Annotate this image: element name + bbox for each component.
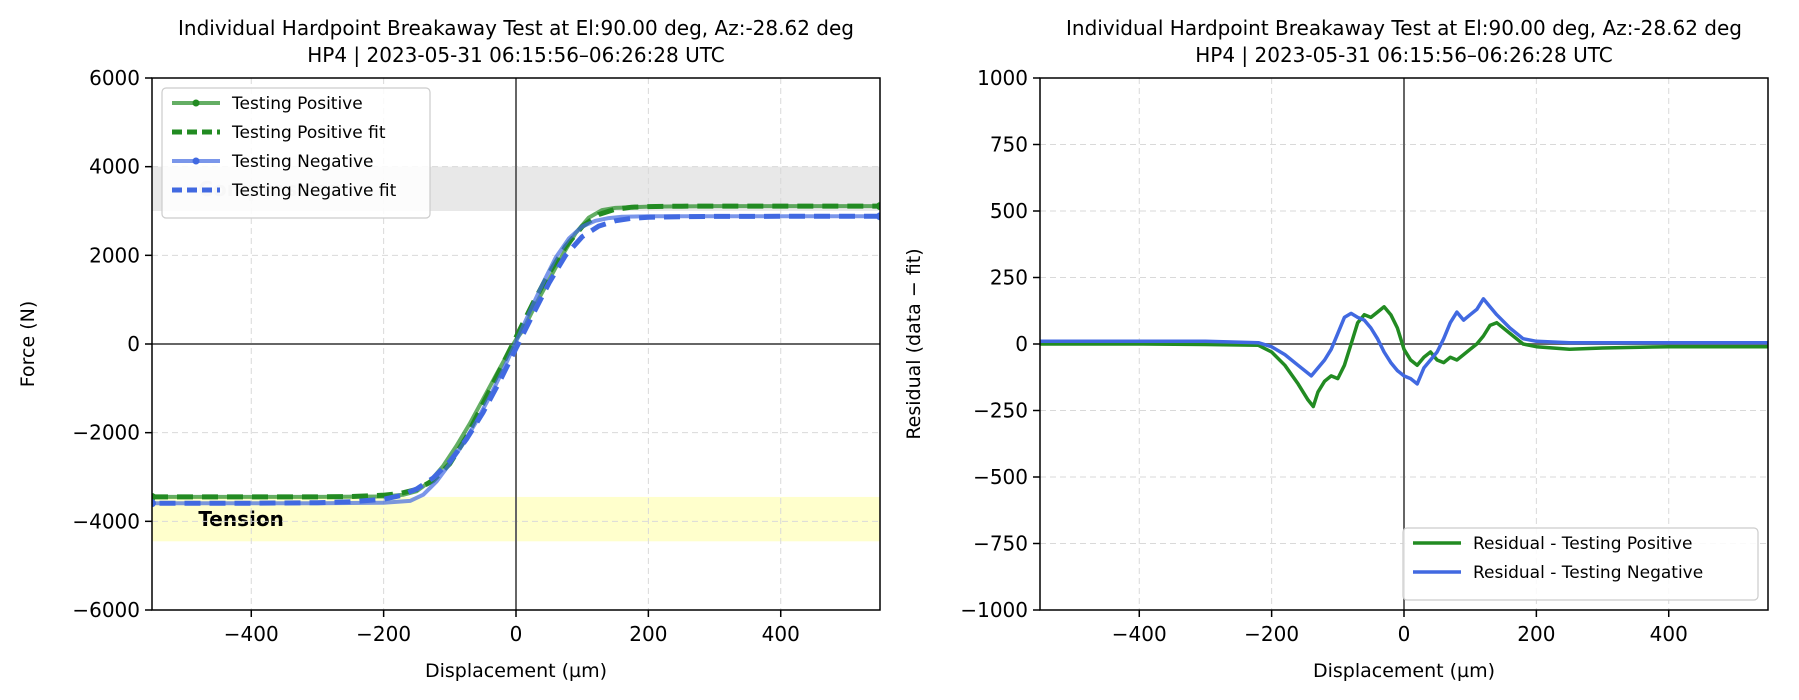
y-axis-label: Force (N) (17, 301, 39, 387)
legend-entry: Testing Positive fit (231, 123, 386, 143)
x-axis-label: Displacement (µm) (1313, 660, 1495, 682)
y-tick-label: 250 (990, 266, 1028, 290)
legend-entry: Testing Positive (231, 94, 363, 114)
legend-entry: Testing Negative fit (231, 181, 397, 201)
chart-subtitle: HP4 | 2023-05-31 06:15:56–06:26:28 UTC (1195, 43, 1613, 67)
legend: Testing Positive Testing Positive fit Test… (161, 87, 431, 219)
chart-subtitle: HP4 | 2023-05-31 06:15:56–06:26:28 UTC (307, 43, 725, 67)
panel-left: Individual Hardpoint Breakaway Test at E… (17, 16, 881, 682)
series-line-2 (152, 214, 880, 506)
x-tick-label: 0 (1398, 622, 1411, 646)
legend-box (161, 87, 431, 219)
y-axis-label: Residual (data − fit) (903, 248, 925, 439)
y-tick-label: 6000 (89, 66, 140, 90)
y-tick-label: 750 (990, 133, 1028, 157)
y-tick-label: −6000 (72, 598, 140, 622)
x-tick-label: 200 (1517, 622, 1555, 646)
y-tick-label: −4000 (72, 509, 140, 533)
y-tick-label: 0 (127, 332, 140, 356)
y-tick-label: 1000 (977, 66, 1028, 90)
series-line-0 (1040, 305, 1768, 409)
x-tick-label: −200 (1244, 622, 1299, 646)
legend-marker (192, 99, 200, 107)
y-tick-label: 2000 (89, 243, 140, 267)
chart-title: Individual Hardpoint Breakaway Test at E… (1066, 16, 1742, 40)
y-tick-label: −1000 (960, 598, 1028, 622)
panel-right: Individual Hardpoint Breakaway Test at E… (903, 16, 1769, 682)
plot-area (1040, 78, 1768, 610)
x-tick-label: −400 (1112, 622, 1167, 646)
x-tick-label: 400 (1650, 622, 1688, 646)
x-tick-label: −400 (224, 622, 279, 646)
y-tick-label: 4000 (89, 155, 140, 179)
y-tick-label: −250 (973, 399, 1028, 423)
y-tick-label: −2000 (72, 421, 140, 445)
y-tick-label: −500 (973, 465, 1028, 489)
x-tick-label: 200 (629, 622, 667, 646)
y-tick-label: 0 (1015, 332, 1028, 356)
series-line-3 (152, 213, 880, 506)
legend-entry: Testing Negative (231, 152, 373, 172)
x-tick-label: 0 (510, 622, 523, 646)
y-tick-label: 500 (990, 199, 1028, 223)
x-tick-label: −200 (356, 622, 411, 646)
legend-entry: Residual - Testing Negative (1473, 563, 1703, 583)
series-point (152, 499, 156, 508)
legend-box (1402, 527, 1759, 601)
tension-band-label: Tension (198, 507, 284, 531)
legend-marker (192, 157, 200, 165)
y-tick-label: −750 (973, 532, 1028, 556)
x-axis-label: Displacement (µm) (425, 660, 607, 682)
chart-title: Individual Hardpoint Breakaway Test at E… (178, 16, 854, 40)
series-line-1 (1040, 297, 1768, 386)
legend: Residual - Testing Positive Residual - Te… (1402, 527, 1759, 601)
x-tick-label: 400 (762, 622, 800, 646)
legend-entry: Residual - Testing Positive (1473, 534, 1692, 554)
